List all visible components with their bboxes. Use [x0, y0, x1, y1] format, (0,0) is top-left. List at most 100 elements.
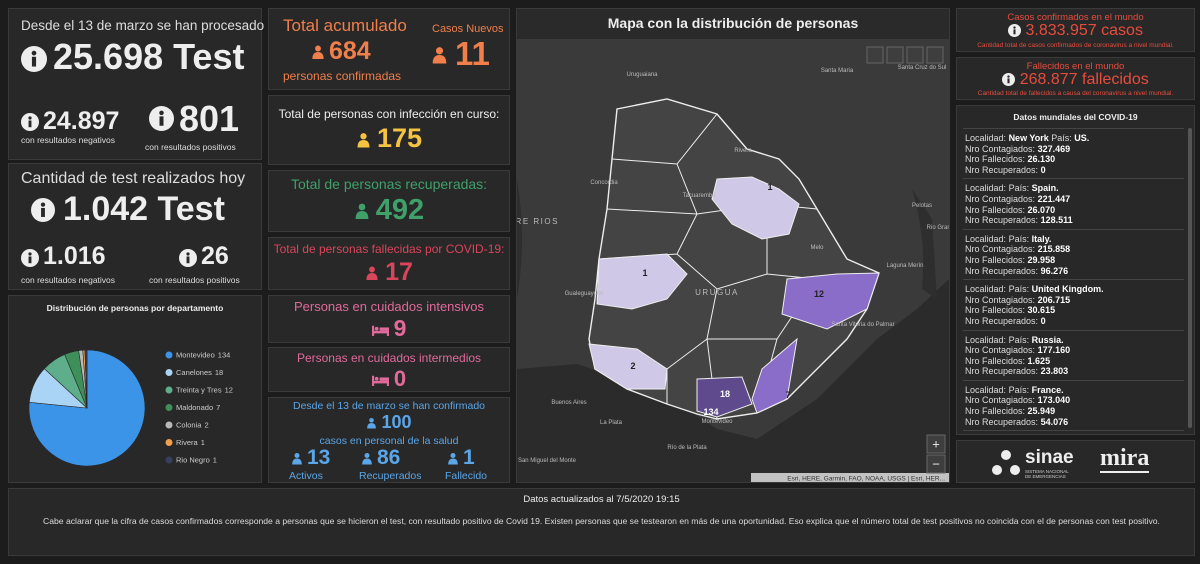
value: 492 — [375, 194, 425, 226]
recovered: 0 — [1040, 315, 1046, 326]
place-label: ENTRE RIOS — [517, 217, 559, 226]
legend-swatch — [165, 369, 173, 376]
legend-swatch — [165, 404, 173, 411]
legend-entry: Rivera 1 — [176, 438, 205, 447]
attribution-bg — [751, 473, 949, 482]
negative-tests: 1.016 — [43, 242, 106, 270]
legend-value: 134 — [218, 351, 231, 360]
panel-title: Total de personas fallecidas por COVID-1… — [273, 242, 505, 256]
country: Spain. — [1031, 183, 1059, 194]
map-tools — [866, 46, 944, 64]
field-label: Nro Fallecidos: — [965, 254, 1026, 265]
place-label: San Miguel del Monte — [518, 458, 577, 464]
icu-value: 9 — [269, 315, 509, 342]
footer-note: Cabe aclarar que la cifra de casos confi… — [43, 516, 1160, 526]
legend-name: Maldonado — [176, 403, 213, 412]
department-count: 1 — [767, 182, 772, 192]
info-icon — [1008, 24, 1021, 37]
person-icon — [431, 45, 448, 65]
place-label: Santa Vitória do Palmar — [831, 322, 894, 328]
zoom-out-button[interactable] — [926, 454, 946, 474]
place-label: Río de la Plata — [667, 445, 707, 451]
group-value: 86 — [361, 446, 400, 470]
zoom-out-label[interactable]: − — [932, 457, 940, 472]
field-label: País: — [1008, 334, 1030, 345]
negative-label: con resultados negativos — [21, 275, 116, 285]
cases: 177.160 — [1037, 345, 1071, 356]
dept-maldonado — [751, 337, 798, 414]
panel-title: Datos mundiales del COVID-19 — [1013, 112, 1138, 122]
person-icon — [311, 44, 325, 60]
world-list-panel: Datos mundiales del COVID-19 Localidad: … — [956, 105, 1195, 435]
info-icon — [1002, 73, 1015, 86]
deaths-row: Nro Fallecidos: 30.615 — [965, 305, 1182, 316]
locality-row: Localidad: País: Russia. — [965, 335, 1182, 346]
person-icon — [291, 452, 303, 465]
country: Russia. — [1031, 334, 1064, 345]
field-label: País: — [1008, 183, 1030, 194]
scrollbar[interactable] — [1188, 128, 1192, 428]
positive-tests: 801 — [179, 98, 240, 139]
field-label: Nro Recuperados: — [965, 366, 1039, 377]
deaths: 29.958 — [1027, 254, 1056, 265]
info-icon — [179, 249, 197, 267]
world-list[interactable]: Localidad: New York País: US. Nro Contagi… — [963, 128, 1184, 432]
cases: 173.040 — [1037, 395, 1071, 406]
legend-name: Rivera — [176, 438, 199, 447]
deaths: 30.615 — [1027, 305, 1056, 316]
panel-title: Desde el 13 de marzo se han procesado — [21, 18, 265, 33]
total-panel: Total acumulado 684 personas confirmadas… — [268, 8, 510, 90]
negative-tests: 24.897 — [43, 107, 120, 135]
place-label: URUGUA — [695, 288, 739, 297]
total-tests: 25.698 Test — [53, 36, 245, 77]
group-label: Recuperados — [359, 470, 422, 482]
note: Cantidad total de casos confirmados de c… — [977, 42, 1174, 49]
panel-title: Total de personas recuperadas: — [290, 176, 488, 192]
deaths-row: Nro Fallecidos: 26.130 — [965, 154, 1182, 165]
value: 86 — [377, 446, 401, 469]
person-icon — [447, 452, 459, 465]
cases: 215.858 — [1037, 244, 1071, 255]
legend-swatch — [165, 421, 173, 429]
new-title: Casos Nuevos — [432, 23, 504, 35]
place-label: Rio Grande — [927, 225, 949, 231]
staff-value: 100 — [269, 412, 509, 433]
logos-panel: sinae SISTEMA NACIONAL DE EMERGENCIAS mi… — [956, 440, 1195, 483]
bed-icon — [372, 324, 389, 336]
value: 100 — [381, 412, 412, 432]
zoom-in-label[interactable]: + — [932, 437, 940, 452]
info-icon — [21, 249, 39, 267]
cases-row: Nro Contagiados: 327.469 — [965, 144, 1182, 155]
info-icon — [21, 113, 39, 131]
recovered-row: Nro Recuperados: 23.803 — [965, 366, 1182, 377]
person-icon — [365, 265, 379, 281]
place-label: Pelotas — [912, 203, 932, 209]
tests-panel: Desde el 13 de marzo se han procesado 25… — [8, 8, 265, 160]
field-label: Nro Fallecidos: — [965, 154, 1026, 165]
intermediate-value: 0 — [269, 366, 509, 392]
active-panel: Total de personas con infección en curso… — [268, 95, 510, 165]
today-tests: 1.042 Test — [63, 190, 225, 228]
field-label: Nro Contagiados: — [965, 345, 1036, 356]
value: 17 — [385, 258, 413, 286]
legend-entry: Treinta y Tres 12 — [176, 386, 233, 395]
recovered: 96.276 — [1040, 265, 1069, 276]
locality-row: Localidad: País: United Kingdom. — [965, 284, 1182, 295]
zoom-in-button[interactable] — [926, 434, 946, 454]
world-entry: Localidad: País: Spain. Nro Contagiados: … — [963, 178, 1184, 228]
recovered: 0 — [1040, 164, 1046, 175]
value: 175 — [376, 123, 423, 153]
value: 0 — [393, 366, 407, 391]
positive-label: con resultados positivos — [149, 275, 240, 285]
recovered: 23.803 — [1040, 366, 1069, 377]
field-label: Localidad: — [965, 183, 1007, 194]
field-label: Nro Recuperados: — [965, 265, 1039, 276]
deaths-row: Nro Fallecidos: 1.625 — [965, 356, 1182, 367]
cases-row: Nro Contagiados: 221.447 — [965, 194, 1182, 205]
pie-title: Distribución de personas por departament… — [46, 303, 224, 313]
info-icon — [149, 106, 174, 131]
department-count: 2 — [630, 361, 635, 371]
person-icon — [361, 452, 373, 465]
field-label: Nro Contagiados: — [965, 244, 1036, 255]
